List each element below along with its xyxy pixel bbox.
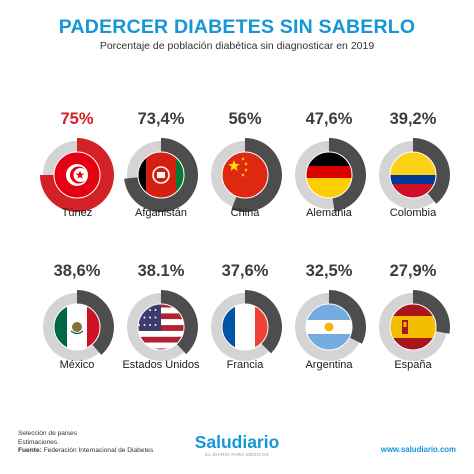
- donut-value-arc: [231, 138, 282, 212]
- donut-remainder-arc: [43, 141, 77, 175]
- donut-chart: [295, 138, 367, 212]
- page-subtitle: Porcentaje de población diabética sin di…: [99, 40, 375, 52]
- donut-remainder-arc: [379, 141, 435, 209]
- value-label: 38.1%: [137, 262, 185, 280]
- china-flag-icon: [222, 152, 268, 198]
- country-card: 73,4% Afganistán: [116, 110, 206, 240]
- donut-remainder-arc: [211, 293, 269, 361]
- country-label: Túnez: [61, 207, 93, 219]
- donut-chart: [379, 138, 450, 209]
- note-estimates: Estimaciones.: [18, 438, 60, 446]
- value-label: 38,6%: [53, 262, 101, 280]
- country-label: España: [394, 359, 432, 371]
- value-label: 73,4%: [137, 110, 185, 128]
- donut-chart: [40, 138, 114, 212]
- country-card: 38,6% México: [32, 262, 122, 392]
- tunisia-flag-icon: [54, 152, 100, 198]
- country-label: Afganistán: [135, 207, 187, 219]
- website-link[interactable]: www.saludiario.com: [380, 445, 456, 454]
- usa-flag-icon: [138, 304, 184, 350]
- donut-chart: [379, 290, 450, 361]
- country-card: 56% China: [200, 110, 290, 240]
- value-label: 39,2%: [389, 110, 437, 128]
- country-card: 37,6% Francia: [200, 262, 290, 392]
- country-label: Colombia: [389, 207, 437, 219]
- value-label: 56%: [228, 110, 262, 128]
- page-title: PADERCER DIABETES SIN SABERLO: [58, 16, 416, 38]
- argentina-flag-icon: [306, 304, 352, 350]
- donut-remainder-arc: [379, 293, 447, 361]
- country-card: 47,6% Alemania: [284, 110, 374, 240]
- country-label: Argentina: [305, 359, 353, 371]
- source-text: Federación Internacional de Diabetes: [43, 447, 154, 455]
- donut-value-arc: [40, 138, 114, 212]
- country-card: 38.1% Estados Unidos: [116, 262, 206, 392]
- donut-value-arc: [124, 138, 198, 212]
- country-label: Alemania: [306, 207, 352, 219]
- note-selection: Selección de países: [18, 430, 78, 437]
- afghanistan-flag-icon: [138, 152, 184, 198]
- value-label: 75%: [60, 110, 94, 128]
- country-label: México: [59, 359, 95, 371]
- donut-remainder-arc: [211, 141, 245, 207]
- value-label: 27,9%: [389, 262, 437, 280]
- country-card: 75% Túnez: [32, 110, 122, 240]
- value-label: 32,5%: [305, 262, 353, 280]
- donut-chart: [126, 290, 198, 361]
- country-card: 32,5% Argentina: [284, 262, 374, 392]
- donut-remainder-arc: [295, 141, 335, 209]
- country-label: Estados Unidos: [122, 359, 200, 371]
- country-label: China: [230, 207, 260, 219]
- country-card: 27,9% España: [368, 262, 458, 392]
- donut-remainder-arc: [126, 293, 185, 361]
- donut-chart: [42, 290, 115, 361]
- donut-chart: [124, 138, 198, 212]
- source-label: Fuente:: [18, 447, 42, 455]
- value-label: 47,6%: [305, 110, 353, 128]
- donut-chart: [211, 138, 282, 212]
- value-label: 37,6%: [221, 262, 269, 280]
- donut-chart: [211, 290, 282, 361]
- source-line: Fuente: Federación Internacional de Diab…: [18, 447, 153, 456]
- donut-value-arc: [413, 290, 450, 334]
- brand-logo: Saludiario: [194, 432, 280, 452]
- country-label: Francia: [226, 359, 264, 371]
- donut-remainder-arc: [42, 293, 100, 361]
- donut-chart: [295, 290, 366, 361]
- footer-notes: Selección de países Estimaciones. Fuente…: [18, 430, 153, 456]
- country-card: 39,2% Colombia: [368, 110, 458, 240]
- brand-tagline: EL DIARIO PARA MÉDICOS: [205, 452, 269, 457]
